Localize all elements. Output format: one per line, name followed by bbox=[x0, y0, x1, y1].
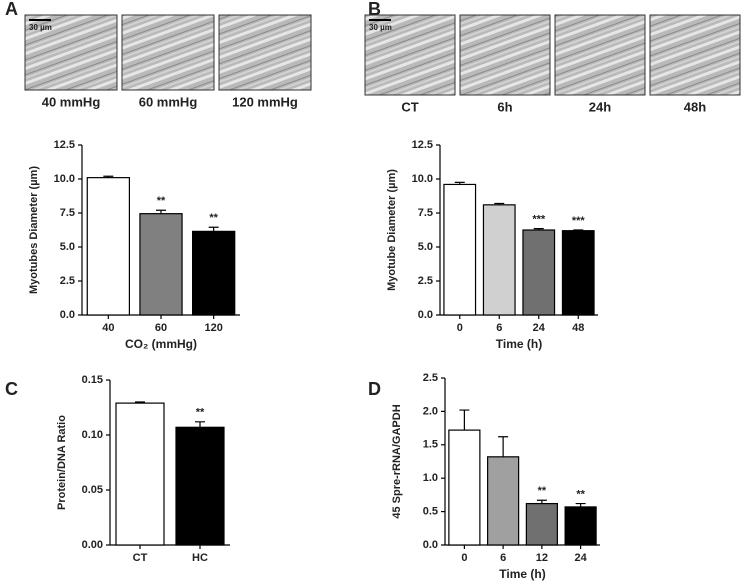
error-bar bbox=[459, 409, 470, 431]
y-tick-label: 10.0 bbox=[412, 173, 433, 185]
error-bar bbox=[575, 502, 586, 507]
bar bbox=[561, 230, 595, 316]
error-bar bbox=[156, 209, 166, 214]
error-bar bbox=[533, 228, 544, 230]
micrograph bbox=[649, 14, 741, 96]
error-bar bbox=[454, 181, 465, 185]
significance: ** bbox=[209, 212, 218, 224]
panel-label: C bbox=[5, 379, 18, 399]
x-tick-label: 6 bbox=[500, 552, 506, 564]
image-caption: CT bbox=[401, 99, 418, 114]
x-tick-label: 24 bbox=[575, 552, 588, 564]
y-tick-label: 10.0 bbox=[54, 173, 75, 185]
bar bbox=[448, 429, 481, 546]
micrograph bbox=[121, 14, 215, 91]
error-bar bbox=[208, 226, 219, 232]
error-bar bbox=[536, 499, 547, 504]
y-tick-label: 7.5 bbox=[418, 207, 433, 219]
significance: *** bbox=[532, 214, 546, 226]
x-tick-label: 40 bbox=[102, 322, 114, 334]
scale-bar-label: 30 µm bbox=[29, 23, 52, 32]
panel-label: D bbox=[368, 379, 381, 399]
image-caption: 48h bbox=[684, 99, 706, 114]
micrograph bbox=[218, 14, 312, 91]
bar bbox=[487, 456, 520, 546]
y-tick-label: 12.5 bbox=[412, 139, 433, 151]
micrograph bbox=[24, 14, 118, 91]
y-tick-label: 1.5 bbox=[423, 439, 438, 451]
bar bbox=[115, 402, 165, 546]
bar bbox=[443, 183, 477, 316]
x-axis-label: Time (h) bbox=[496, 337, 542, 351]
x-tick-label: 6 bbox=[496, 322, 502, 334]
error-bar bbox=[103, 175, 114, 178]
scale-bar-label: 30 µm bbox=[369, 23, 392, 32]
error-bar bbox=[498, 436, 509, 457]
significance: ** bbox=[538, 485, 547, 497]
y-axis-label: Myotube Diameter (µm) bbox=[386, 169, 398, 291]
x-tick-label: 60 bbox=[155, 322, 167, 334]
error-bar bbox=[573, 229, 584, 231]
x-tick-label: HC bbox=[192, 552, 208, 564]
y-tick-label: 5.0 bbox=[60, 241, 75, 253]
y-tick-label: 0.15 bbox=[82, 374, 103, 386]
x-tick-label: 48 bbox=[572, 322, 584, 334]
y-tick-label: 0.0 bbox=[423, 539, 438, 551]
significance: ** bbox=[576, 488, 585, 500]
y-tick-label: 5.0 bbox=[418, 241, 433, 253]
y-axis-label: Myotubes Diameter (µm) bbox=[28, 166, 40, 294]
y-axis-label: 45 Spre-rRNA/GAPDH bbox=[391, 404, 403, 518]
image-caption: 120 mmHg bbox=[232, 94, 298, 109]
bar bbox=[525, 502, 558, 546]
x-tick-label: 0 bbox=[457, 322, 463, 334]
x-tick-label: 0 bbox=[461, 552, 467, 564]
bar bbox=[482, 204, 516, 316]
micrograph bbox=[364, 14, 456, 96]
x-tick-label: 24 bbox=[533, 322, 546, 334]
error-bar bbox=[135, 401, 145, 404]
y-tick-label: 0.00 bbox=[82, 539, 103, 551]
y-tick-label: 0.5 bbox=[423, 506, 438, 518]
y-tick-label: 2.5 bbox=[60, 275, 75, 287]
panel-label: B bbox=[368, 0, 381, 19]
error-bar bbox=[195, 421, 205, 428]
image-caption: 60 mmHg bbox=[139, 94, 198, 109]
y-tick-label: 7.5 bbox=[60, 207, 75, 219]
bar bbox=[564, 506, 597, 546]
y-tick-label: 0.05 bbox=[82, 484, 103, 496]
x-tick-label: 12 bbox=[536, 552, 548, 564]
y-tick-label: 0.0 bbox=[418, 309, 433, 321]
y-tick-label: 12.5 bbox=[54, 139, 75, 151]
y-tick-label: 2.0 bbox=[423, 405, 438, 417]
y-tick-label: 0.0 bbox=[60, 309, 75, 321]
significance: *** bbox=[572, 215, 586, 227]
bar bbox=[192, 230, 236, 316]
panel-label: A bbox=[5, 0, 18, 19]
bar bbox=[86, 177, 131, 316]
image-caption: 6h bbox=[497, 99, 512, 114]
x-axis-label: CO₂ (mmHg) bbox=[125, 337, 197, 351]
y-tick-label: 2.5 bbox=[418, 275, 433, 287]
x-tick-label: 120 bbox=[204, 322, 222, 334]
micrograph bbox=[459, 14, 551, 96]
y-tick-label: 2.5 bbox=[423, 372, 438, 384]
significance: ** bbox=[196, 407, 205, 419]
bar bbox=[175, 426, 225, 546]
image-caption: 40 mmHg bbox=[42, 94, 101, 109]
x-tick-label: CT bbox=[133, 552, 148, 564]
x-axis-label: Time (h) bbox=[499, 567, 545, 581]
image-caption: 24h bbox=[589, 99, 611, 114]
y-tick-label: 0.10 bbox=[82, 429, 103, 441]
bar bbox=[522, 229, 556, 316]
error-bar bbox=[494, 202, 505, 205]
y-tick-label: 1.0 bbox=[423, 472, 438, 484]
significance: ** bbox=[157, 195, 166, 207]
micrograph bbox=[554, 14, 646, 96]
y-axis-label: Protein/DNA Ratio bbox=[56, 415, 68, 510]
bar bbox=[139, 213, 183, 316]
